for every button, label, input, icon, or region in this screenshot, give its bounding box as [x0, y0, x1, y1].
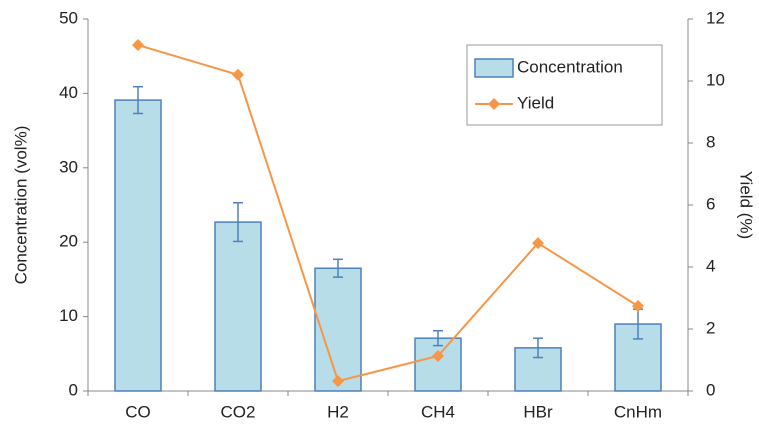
error-bar	[233, 202, 243, 243]
y-tick-label: 20	[59, 232, 78, 251]
marker	[232, 68, 244, 81]
legend-swatch	[474, 58, 514, 78]
y2-axis-label: Yield (%)	[737, 171, 756, 239]
bar	[214, 221, 262, 392]
y-tick-label: 50	[59, 8, 78, 27]
marker	[132, 39, 144, 52]
bar	[114, 99, 162, 392]
marker	[432, 349, 444, 362]
error-bar	[533, 337, 543, 359]
y-axis-label: Concentration (vol%)	[11, 126, 30, 285]
y2-tick-label: 4	[706, 256, 715, 275]
x-tick-label: HBr	[523, 402, 553, 421]
marker	[332, 375, 344, 388]
error-bar	[333, 258, 343, 278]
marker	[632, 300, 644, 313]
y2-tick-label: 8	[706, 132, 715, 151]
x-tick-label: CO2	[221, 402, 256, 421]
legend-marker	[488, 98, 500, 110]
y2-tick-label: 10	[706, 70, 725, 89]
y2-tick-label: 0	[706, 380, 715, 399]
y2-tick-label: 2	[706, 318, 715, 337]
y-tick-label: 30	[59, 157, 78, 176]
legend-label: Yield	[517, 93, 554, 112]
marker	[532, 237, 544, 250]
x-tick-label: H2	[327, 402, 349, 421]
bar	[314, 267, 362, 392]
y2-tick-label: 12	[706, 8, 725, 27]
x-tick-label: CnHm	[614, 402, 662, 421]
x-tick-label: CH4	[421, 402, 455, 421]
legend-label: Concentration	[517, 57, 623, 76]
error-bar	[433, 329, 443, 347]
line	[137, 44, 639, 383]
y-tick-label: 0	[69, 380, 78, 399]
y-tick-label: 10	[59, 306, 78, 325]
bar	[414, 337, 462, 392]
error-bar	[133, 85, 143, 115]
x-tick-label: CO	[125, 402, 151, 421]
y2-tick-label: 6	[706, 194, 715, 213]
y-tick-label: 40	[59, 83, 78, 102]
